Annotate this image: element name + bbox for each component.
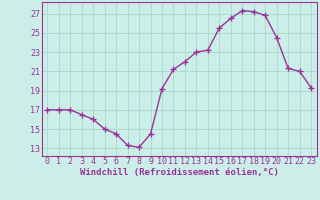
X-axis label: Windchill (Refroidissement éolien,°C): Windchill (Refroidissement éolien,°C) (80, 168, 279, 177)
